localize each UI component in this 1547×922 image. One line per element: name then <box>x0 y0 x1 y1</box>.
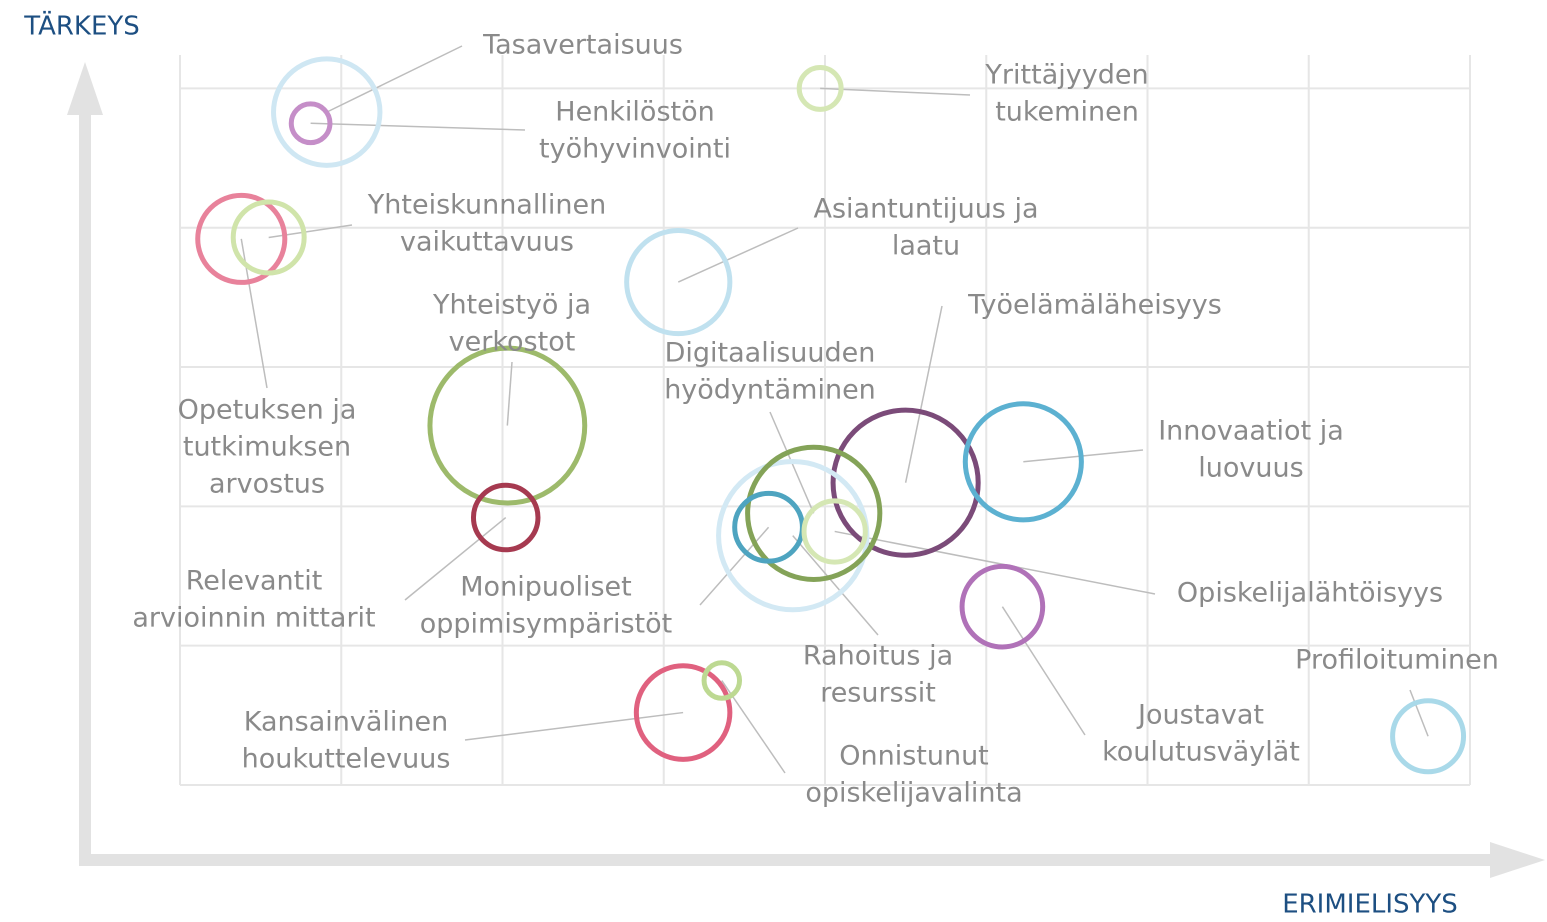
bubble-label: Digitaalisuuden <box>665 338 876 369</box>
bubble-label: luovuus <box>1198 453 1303 484</box>
bubble <box>427 345 588 506</box>
bubble-label: Opetuksen ja <box>178 395 357 426</box>
x-axis-title: ERIMIELISYYS <box>1282 890 1458 920</box>
bubble-label: Henkilöstön <box>555 97 714 128</box>
y-axis-title: TÄRKEYS <box>23 10 140 42</box>
bubble-label: Profiloituminen <box>1295 645 1499 676</box>
bubble-label: verkostot <box>449 327 576 358</box>
bubble-label: Monipuoliset <box>460 572 631 603</box>
bubble-label: houkuttelevuus <box>242 744 451 775</box>
bubble-label: tutkimuksen <box>183 432 351 463</box>
bubble-label: Rahoitus ja <box>803 641 953 672</box>
leader-line <box>834 530 1156 595</box>
bubble-label: tukeminen <box>995 97 1139 128</box>
leader-line <box>404 516 507 601</box>
bubble-label: arvioinnin mittarit <box>132 603 375 634</box>
bubble <box>1390 698 1467 775</box>
bubble-label: Yhteistyö ja <box>432 290 591 321</box>
leader-line <box>1409 689 1429 737</box>
leader-line <box>1001 606 1086 736</box>
leader-line <box>820 87 971 96</box>
y-axis-arrowhead <box>67 62 103 115</box>
bubble-label: koulutusväylät <box>1102 737 1300 768</box>
bubble-label: Asiantuntijuus ja <box>813 194 1038 225</box>
bubble-label: Onnistunut <box>839 741 989 772</box>
bubble-label: Kansainvälinen <box>244 707 448 738</box>
bubble-label: vaikuttavuus <box>400 227 574 258</box>
bubble-label: laatu <box>892 231 960 262</box>
bubble <box>195 192 288 285</box>
bubble <box>271 56 383 168</box>
leader-line <box>506 361 513 426</box>
leader-line <box>326 45 463 113</box>
bubble <box>796 64 844 112</box>
bubble <box>230 199 307 276</box>
bubble-label: Relevantit <box>186 566 323 597</box>
bubble <box>288 101 333 146</box>
bubble <box>801 498 868 565</box>
labels: Tasavertaisuus Henkilöstön työhyvinvointi Y… <box>132 30 1498 809</box>
bubble-label: Yhteiskunnallinen <box>367 190 606 221</box>
bubble-label: Innovaatiot ja <box>1158 416 1344 447</box>
bubble <box>701 660 743 701</box>
bubble-label: hyödyntäminen <box>664 375 876 406</box>
bubbles <box>195 56 1467 775</box>
leader-line <box>792 535 879 636</box>
bubble-label: arvostus <box>209 469 325 500</box>
bubble <box>830 407 981 558</box>
x-axis-arrow-shaft <box>79 854 1509 866</box>
x-axis-arrowhead <box>1490 842 1545 878</box>
leader-line <box>310 122 526 131</box>
leader-line <box>464 711 684 741</box>
y-axis-arrow-shaft <box>79 95 91 865</box>
bubble-label: opiskelijavalinta <box>805 778 1022 809</box>
bubble-label: Tasavertaisuus <box>482 30 683 61</box>
bubble <box>624 227 733 337</box>
bubble-label: resurssit <box>820 678 936 709</box>
bubble <box>633 663 733 762</box>
bubble <box>959 563 1046 650</box>
bubble-label: Opiskelijalähtöisyys <box>1177 578 1443 609</box>
bubble-label: Yrittäjyyden <box>984 60 1148 91</box>
bubble <box>745 444 883 582</box>
bubble <box>962 401 1084 523</box>
bubble-label: Joustavat <box>1136 700 1264 731</box>
bubble-label: Työelämäläheisyys <box>967 290 1222 321</box>
leader-line <box>699 526 770 606</box>
leader-line <box>904 305 943 483</box>
axes <box>67 62 1545 878</box>
leader-line <box>677 227 799 283</box>
bubble <box>470 482 541 553</box>
bubble-label: oppimisympäristöt <box>420 609 673 640</box>
bubble-label: työhyvinvointi <box>539 134 731 165</box>
